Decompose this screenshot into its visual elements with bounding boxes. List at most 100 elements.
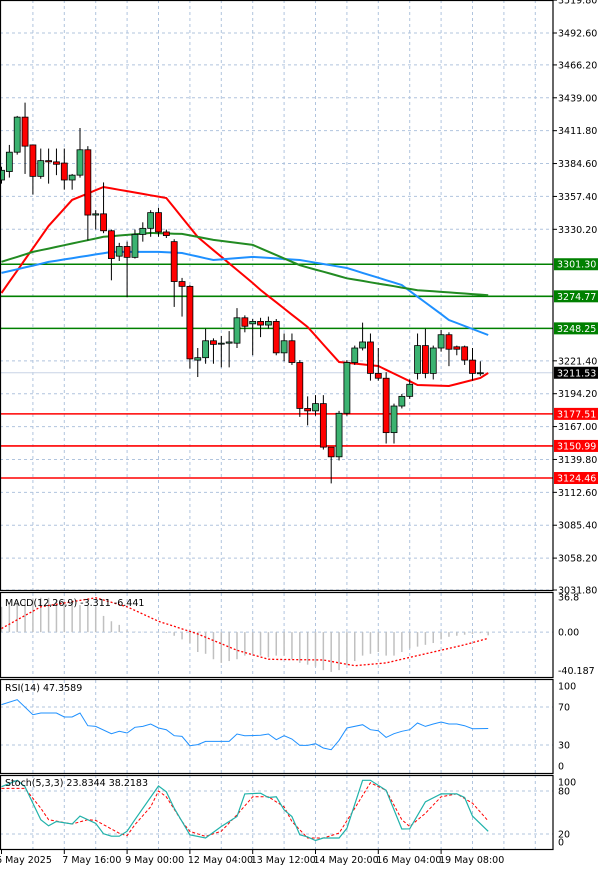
candle-bullish bbox=[115, 246, 123, 257]
price-tick-label: 3519.80 bbox=[558, 0, 597, 7]
candle-bearish bbox=[257, 321, 264, 326]
candle-bearish bbox=[123, 246, 131, 258]
candle-bullish bbox=[68, 174, 76, 181]
candle-bullish bbox=[202, 340, 210, 359]
rsi-label: RSI(14) 47.3589 bbox=[5, 683, 82, 694]
candle-bearish bbox=[469, 359, 476, 374]
price-tick-label: 3221.40 bbox=[558, 356, 597, 367]
level-label: 3124.46 bbox=[557, 474, 596, 485]
candle-bullish bbox=[390, 405, 398, 434]
candle-bullish bbox=[429, 347, 437, 374]
candle-bearish bbox=[288, 340, 296, 363]
rsi-line bbox=[1, 699, 489, 751]
level-label: 3177.51 bbox=[557, 409, 596, 420]
candle-bearish bbox=[186, 285, 194, 360]
candle-bullish bbox=[249, 321, 257, 325]
price-tick-label: 3139.80 bbox=[558, 455, 597, 466]
price-tick-label: 3058.20 bbox=[558, 554, 597, 565]
stoch-tick-label: 80 bbox=[558, 787, 570, 798]
candle-bearish bbox=[421, 345, 429, 374]
candle-bullish bbox=[217, 342, 225, 345]
rsi-tick-label: 0 bbox=[558, 762, 564, 773]
candle-bullish bbox=[335, 412, 343, 458]
stoch-label: Stoch(5,3,3) 23.8344 38.2183 bbox=[5, 778, 148, 789]
candle-bullish bbox=[131, 233, 139, 258]
candle-bearish bbox=[296, 362, 304, 409]
moving-average-line bbox=[1, 231, 489, 297]
candle-bearish bbox=[162, 231, 170, 236]
stoch-tick-label: 0 bbox=[558, 838, 564, 849]
price-tick-label: 3112.60 bbox=[558, 488, 597, 499]
stochastic-panel[interactable]: Stoch(5,3,3) 23.8344 38.2183 bbox=[0, 775, 553, 850]
macd-panel[interactable]: MACD(12,26,9) -3.311 -6.441 bbox=[0, 593, 553, 677]
candle-bearish bbox=[108, 230, 115, 259]
candle-bearish bbox=[319, 403, 327, 448]
time-label: 6 May 2025 bbox=[0, 855, 52, 866]
candle-bearish bbox=[367, 341, 374, 374]
candle-bullish bbox=[414, 345, 421, 374]
level-label-box bbox=[554, 472, 598, 485]
candle-bearish bbox=[84, 149, 92, 216]
price-tick-label: 3357.40 bbox=[558, 192, 597, 203]
price-tick-label: 3167.00 bbox=[558, 422, 597, 433]
candle-bullish bbox=[312, 403, 319, 412]
macd-tick-label: 0.00 bbox=[558, 628, 579, 639]
current-price-box bbox=[554, 366, 598, 379]
time-label: 13 May 12:00 bbox=[251, 855, 316, 866]
candle-bullish bbox=[225, 341, 233, 344]
time-label: 7 May 16:00 bbox=[62, 855, 121, 866]
moving-average-line bbox=[0, 185, 489, 388]
candle-bearish bbox=[100, 213, 107, 232]
candle-bullish bbox=[76, 149, 84, 176]
candle-bullish bbox=[139, 227, 147, 235]
candle-bearish bbox=[445, 334, 453, 350]
candle-bearish bbox=[327, 446, 335, 458]
panel-border bbox=[0, 0, 554, 592]
rsi-tick-label: 30 bbox=[558, 741, 570, 752]
candle-bearish bbox=[155, 212, 162, 233]
macd-label: MACD(12,26,9) -3.311 -6.441 bbox=[5, 598, 144, 609]
rsi-panel[interactable]: RSI(14) 47.3589 bbox=[0, 680, 553, 773]
candle-bearish bbox=[210, 340, 217, 345]
panel-border bbox=[0, 591, 554, 679]
candle-bullish bbox=[359, 341, 367, 349]
stoch-main-line bbox=[1, 779, 489, 842]
macd-tick-label: 36.8 bbox=[558, 593, 579, 604]
rsi-tick-label: 70 bbox=[558, 703, 570, 714]
rsi-tick-label: 100 bbox=[558, 682, 576, 693]
price-tick-label: 3085.40 bbox=[558, 521, 597, 532]
level-label: 3274.77 bbox=[557, 292, 596, 303]
candle-bullish bbox=[343, 362, 351, 414]
candle-bullish bbox=[280, 340, 288, 354]
time-label: 12 May 04:00 bbox=[188, 855, 253, 866]
stoch-signal-line bbox=[1, 782, 489, 839]
price-tick-label: 3439.00 bbox=[558, 93, 597, 104]
price-tick-label: 3466.20 bbox=[558, 60, 597, 71]
time-axis: 6 May 2025 7 May 16:00 9 May 00:00 12 May 0… bbox=[0, 850, 504, 866]
candle-bearish bbox=[304, 408, 312, 412]
candle-bullish bbox=[437, 334, 445, 349]
candle-bearish bbox=[461, 346, 469, 361]
candle-bearish bbox=[170, 241, 178, 282]
level-label: 3248.25 bbox=[557, 324, 596, 335]
time-label: 9 May 00:00 bbox=[125, 855, 184, 866]
time-label: 19 May 08:00 bbox=[439, 855, 504, 866]
macd-signal-line bbox=[1, 597, 489, 667]
price-tick-label: 3031.80 bbox=[558, 586, 597, 597]
level-label-box bbox=[554, 407, 598, 420]
candle-bullish bbox=[92, 213, 100, 216]
current-price-label: 3211.53 bbox=[557, 368, 596, 379]
level-label: 3150.99 bbox=[557, 441, 596, 452]
price-panel[interactable] bbox=[0, 0, 553, 591]
panel-border bbox=[0, 774, 554, 851]
candle-bearish bbox=[21, 116, 29, 147]
candle-bearish bbox=[272, 321, 280, 354]
candle-bullish bbox=[233, 317, 241, 344]
price-tick-label: 3411.80 bbox=[558, 126, 597, 137]
candle-bullish bbox=[398, 395, 406, 407]
candle-bullish bbox=[5, 151, 13, 172]
candle-bearish bbox=[53, 161, 60, 165]
candle-bullish bbox=[194, 357, 202, 361]
